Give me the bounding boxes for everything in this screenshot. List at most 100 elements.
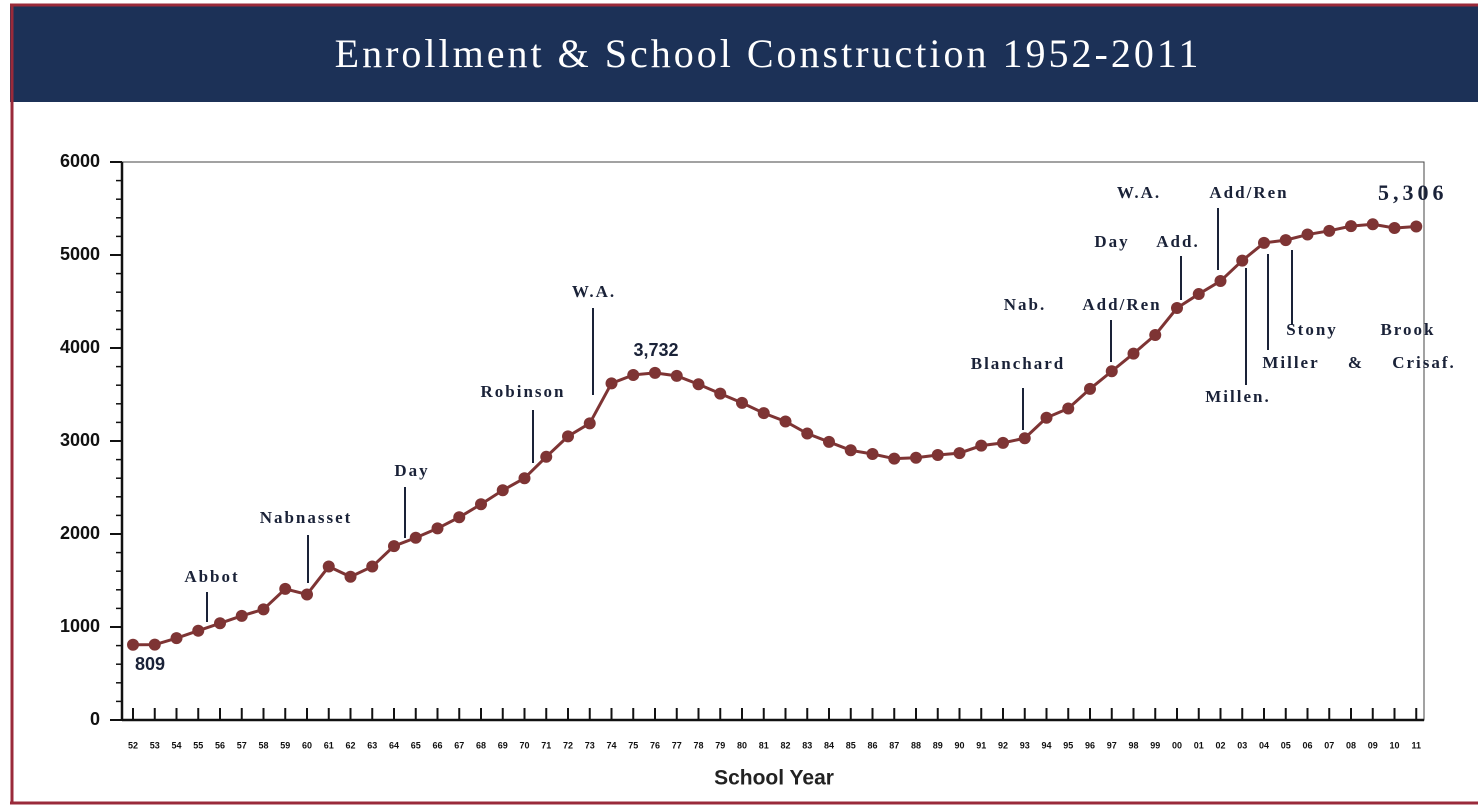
data-point [388, 540, 400, 553]
x-tick-label: 69 [498, 740, 508, 750]
x-tick-label: 93 [1020, 740, 1030, 750]
data-point [127, 638, 139, 651]
x-tick-label: 74 [606, 740, 616, 750]
x-tick-label: 64 [389, 740, 399, 750]
x-tick-label: 90 [954, 740, 964, 750]
data-point [344, 570, 357, 583]
y-tick-label: 4000 [60, 337, 100, 357]
x-tick-label: 65 [411, 740, 421, 750]
data-point [1105, 365, 1118, 378]
data-point [1323, 224, 1336, 237]
annotation: Blanchard [971, 354, 1066, 373]
x-tick-label: 52 [128, 740, 138, 750]
x-tick-label: 78 [693, 740, 703, 750]
data-point [1149, 328, 1162, 341]
x-tick-label: 02 [1215, 740, 1225, 750]
data-point [301, 588, 313, 601]
x-tick-label: 91 [976, 740, 986, 750]
annotation: & [1348, 353, 1364, 372]
data-point [736, 396, 748, 409]
data-point [1279, 234, 1292, 247]
x-tick-label: 98 [1128, 740, 1138, 750]
data-point [910, 451, 922, 464]
x-tick-label: 08 [1346, 740, 1356, 750]
data-point [322, 560, 335, 573]
x-tick-label: 67 [454, 740, 464, 750]
data-point [1062, 402, 1075, 415]
x-tick-label: 68 [476, 740, 486, 750]
data-point [1388, 222, 1401, 235]
x-tick-label: 06 [1302, 740, 1312, 750]
x-tick-label: 75 [628, 740, 638, 750]
data-point [931, 448, 944, 461]
annotation: W.A. [572, 282, 616, 301]
data-point [1084, 382, 1096, 395]
x-tick-label: 01 [1194, 740, 1204, 750]
x-tick-label: 04 [1259, 740, 1269, 750]
data-point [627, 368, 640, 381]
data-point [148, 638, 161, 651]
data-point [257, 603, 270, 616]
data-point [605, 377, 618, 390]
x-tick-label: 07 [1324, 740, 1334, 750]
data-point [192, 624, 205, 637]
x-tick-label: 66 [432, 740, 442, 750]
data-point [518, 472, 531, 485]
data-point [888, 452, 901, 465]
annotation: Nabnasset [260, 508, 353, 527]
data-point [714, 387, 727, 400]
x-tick-label: 85 [846, 740, 856, 750]
x-tick-label: 82 [780, 740, 790, 750]
x-tick-label: 72 [563, 740, 573, 750]
data-point [649, 366, 661, 379]
data-point [1127, 347, 1140, 360]
x-tick-label: 97 [1107, 740, 1117, 750]
data-point [757, 407, 770, 420]
data-point [431, 522, 444, 535]
x-tick-label: 63 [367, 740, 377, 750]
data-point [866, 448, 879, 461]
y-tick-label: 1000 [60, 616, 100, 636]
annotation: Robinson [481, 382, 566, 401]
x-tick-label: 92 [998, 740, 1008, 750]
x-tick-label: 60 [302, 740, 312, 750]
x-tick-label: 09 [1368, 740, 1378, 750]
data-point [1301, 228, 1314, 241]
data-point [475, 498, 487, 511]
x-tick-label: 61 [324, 740, 334, 750]
annotation: Day [394, 461, 429, 480]
data-point [279, 582, 292, 595]
data-point [1410, 220, 1423, 233]
x-tick-label: 03 [1237, 740, 1247, 750]
x-tick-label: 94 [1041, 740, 1051, 750]
x-tick-label: 53 [150, 740, 160, 750]
header-band [10, 6, 1478, 102]
data-point [1040, 411, 1053, 424]
x-tick-label: 58 [258, 740, 268, 750]
x-tick-label: 87 [889, 740, 899, 750]
y-tick-label: 0 [90, 709, 100, 729]
chart-title: Enrollment & School Construction 1952-20… [335, 31, 1202, 76]
annotation: Nab. [1004, 295, 1046, 314]
x-tick-label: 76 [650, 740, 660, 750]
x-tick-label: 55 [193, 740, 203, 750]
data-point [1236, 254, 1249, 267]
data-point [170, 632, 183, 645]
data-label: 3,732 [633, 340, 678, 360]
data-point [1018, 432, 1031, 445]
x-tick-label: 99 [1150, 740, 1160, 750]
x-tick-label: 54 [171, 740, 181, 750]
data-point [214, 617, 226, 630]
annotation: Miller [1262, 353, 1319, 372]
x-tick-label: 86 [867, 740, 877, 750]
data-point [1366, 218, 1379, 231]
x-tick-label: 83 [802, 740, 812, 750]
annotation: Stony [1286, 320, 1338, 339]
data-point [1258, 236, 1270, 249]
x-tick-label: 95 [1063, 740, 1073, 750]
annotation: Crisaf. [1392, 353, 1456, 372]
annotation: Abbot [184, 567, 239, 586]
y-tick-label: 2000 [60, 523, 100, 543]
data-point [844, 444, 857, 457]
